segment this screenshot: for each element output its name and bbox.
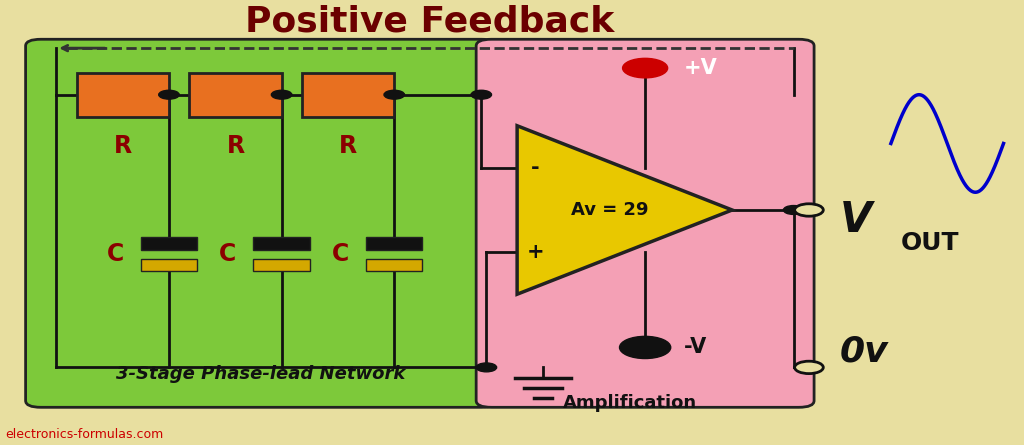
Bar (254, 238, 310, 250)
Circle shape (783, 206, 804, 214)
Bar (141, 238, 197, 250)
Text: +V: +V (684, 58, 718, 78)
Bar (367, 238, 422, 250)
Text: -: - (531, 158, 540, 178)
Polygon shape (517, 126, 732, 294)
Circle shape (620, 336, 671, 359)
Circle shape (384, 90, 404, 99)
Text: Av = 29: Av = 29 (570, 201, 648, 219)
Text: Amplification: Amplification (563, 394, 697, 412)
Text: R: R (339, 134, 357, 158)
Circle shape (476, 363, 497, 372)
Text: C: C (332, 243, 349, 266)
FancyBboxPatch shape (26, 39, 497, 407)
Circle shape (271, 90, 292, 99)
Circle shape (795, 204, 823, 216)
Text: V: V (840, 199, 871, 241)
Circle shape (159, 90, 179, 99)
FancyBboxPatch shape (476, 39, 814, 407)
Text: 3-Stage Phase-lead Network: 3-Stage Phase-lead Network (117, 365, 406, 383)
Circle shape (795, 361, 823, 374)
Text: C: C (106, 243, 124, 266)
Text: 0v: 0v (840, 335, 888, 369)
Text: R: R (114, 134, 132, 158)
Text: electronics-formulas.com: electronics-formulas.com (5, 428, 164, 441)
Bar (189, 73, 282, 117)
Bar (141, 259, 197, 271)
Bar (302, 73, 394, 117)
Bar (367, 259, 422, 271)
Text: R: R (226, 134, 245, 158)
Bar (254, 259, 310, 271)
Bar (77, 73, 169, 117)
Text: -V: -V (684, 337, 708, 357)
Text: OUT: OUT (901, 231, 959, 255)
Circle shape (471, 90, 492, 99)
Text: +: + (526, 242, 545, 262)
Text: Positive Feedback: Positive Feedback (246, 4, 614, 39)
Circle shape (623, 58, 668, 78)
Text: C: C (219, 243, 237, 266)
